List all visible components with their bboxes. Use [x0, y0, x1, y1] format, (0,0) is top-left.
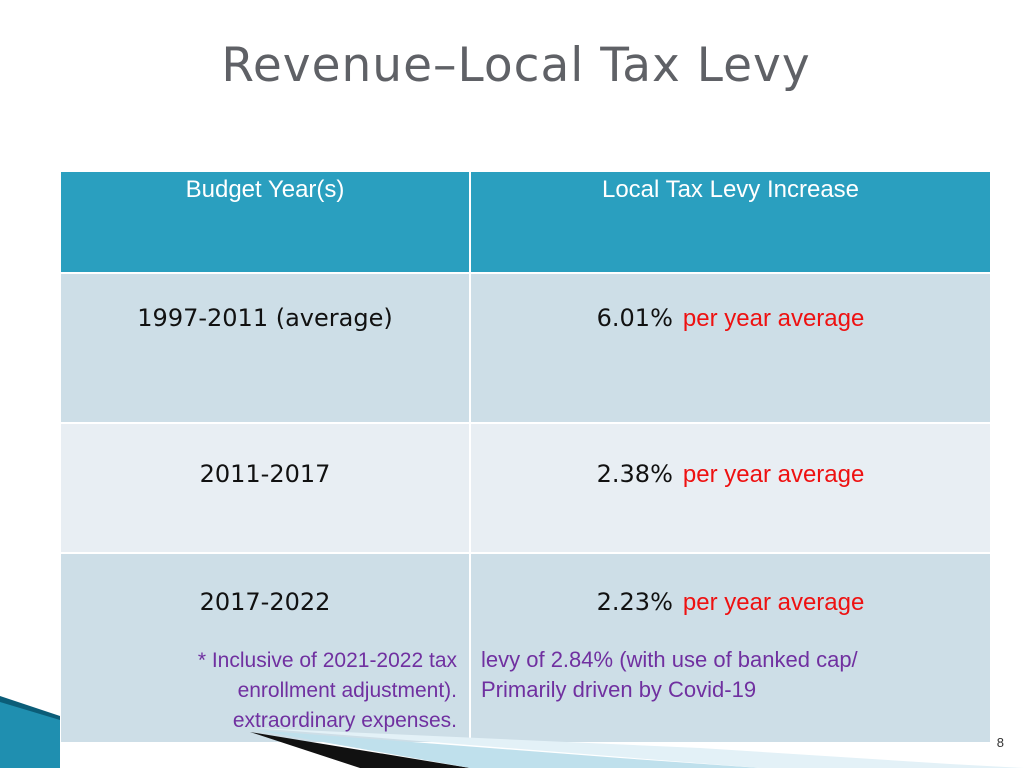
increase-value: 2.38% per year average	[471, 424, 990, 489]
page-number: 8	[996, 735, 1004, 750]
note-left: * Inclusive of 2021-2022 tax enrollment …	[61, 646, 469, 736]
table-row: 2017-2022 * Inclusive of 2021-2022 tax e…	[59, 552, 992, 744]
decorative-swoosh	[0, 696, 1024, 768]
years-cell: 2011-2017	[59, 422, 471, 554]
note-left-line: * Inclusive of 2021-2022 tax	[197, 649, 457, 672]
percent-text: 6.01%	[596, 304, 673, 332]
percent-text: 2.23%	[596, 588, 673, 616]
note-right-line: levy of 2.84% (with use of banked cap/	[481, 647, 858, 672]
years-text: 2011-2017	[199, 460, 331, 488]
note-left-line: extraordinary expenses.	[232, 709, 457, 732]
tax-levy-table: Budget Year(s) Local Tax Levy Increase 1…	[59, 170, 992, 744]
table-row: 2011-2017 2.38% per year average	[59, 422, 992, 554]
increase-cell: 2.38% per year average	[469, 422, 992, 554]
years-cell: 2017-2022 * Inclusive of 2021-2022 tax e…	[59, 552, 471, 744]
header-budget-years: Budget Year(s)	[59, 170, 471, 274]
note-right: levy of 2.84% (with use of banked cap/ P…	[471, 645, 990, 705]
increase-value: 2.23% per year average	[471, 554, 990, 617]
increase-cell: 6.01% per year average	[469, 272, 992, 424]
increase-value: 6.01% per year average	[471, 274, 990, 333]
table-header-row: Budget Year(s) Local Tax Levy Increase	[59, 170, 992, 274]
note-right-line: Primarily driven by Covid-19	[481, 677, 757, 702]
per-year-label: per year average	[682, 461, 865, 488]
per-year-label: per year average	[682, 589, 865, 616]
slide-title: Revenue–Local Tax Levy	[221, 38, 811, 93]
years-text: 1997-2011 (average)	[137, 304, 393, 332]
years-cell: 1997-2011 (average)	[59, 272, 471, 424]
percent-text: 2.38%	[596, 460, 673, 488]
note-left-line: enrollment adjustment).	[237, 679, 457, 702]
increase-cell: 2.23% per year average levy of 2.84% (wit…	[469, 552, 992, 744]
years-text: 2017-2022	[199, 588, 331, 616]
per-year-label: per year average	[682, 305, 865, 332]
table-row: 1997-2011 (average) 6.01% per year averag…	[59, 272, 992, 424]
header-levy-increase: Local Tax Levy Increase	[469, 170, 992, 274]
